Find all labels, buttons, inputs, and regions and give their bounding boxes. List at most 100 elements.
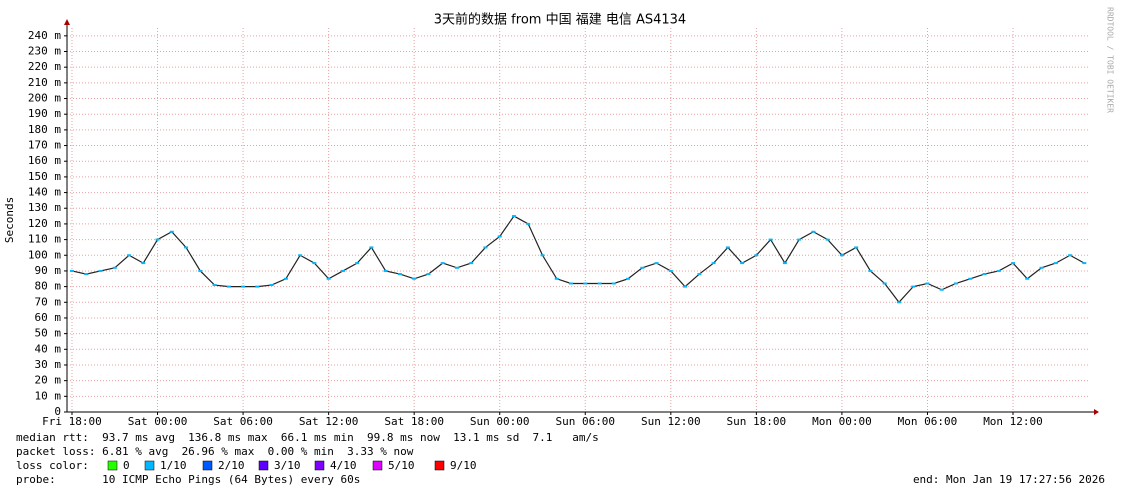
rtt-marker xyxy=(896,301,901,304)
rtt-marker xyxy=(953,282,958,285)
rtt-marker xyxy=(597,282,602,285)
chart-title: 3天前的数据 from 中国 福建 电信 AS4134 xyxy=(434,12,686,28)
y-tick-label: 110 m xyxy=(28,233,61,246)
y-tick-label: 70 m xyxy=(35,295,62,308)
rtt-marker xyxy=(511,215,516,218)
rtt-marker xyxy=(269,284,274,287)
rtt-marker xyxy=(1039,266,1044,269)
rtt-marker xyxy=(668,269,673,272)
side-note: RRDTOOL / TOBI OETIKER xyxy=(1106,7,1115,113)
rtt-marker xyxy=(469,262,474,265)
y-tick-label: 30 m xyxy=(35,358,62,371)
rtt-marker xyxy=(426,273,431,276)
rtt-marker xyxy=(626,277,631,280)
rtt-marker xyxy=(155,238,160,241)
x-axis-arrow xyxy=(1094,409,1099,415)
x-tick-label: Sun 18:00 xyxy=(727,415,787,428)
rtt-marker xyxy=(982,273,987,276)
y-tick-label: 160 m xyxy=(28,154,61,167)
rtt-line xyxy=(71,215,1085,304)
footer: median rtt: 93.7 ms avg 136.8 ms max 66.… xyxy=(16,431,1105,486)
rtt-marker xyxy=(1011,262,1016,265)
rtt-marker xyxy=(184,246,189,249)
rtt-marker xyxy=(782,262,787,265)
rtt-marker xyxy=(754,254,759,257)
legend-label: 4/10 xyxy=(330,459,357,472)
rtt-marker xyxy=(740,262,745,265)
x-tick-label: Sun 00:00 xyxy=(470,415,530,428)
y-tick-label: 90 m xyxy=(35,264,62,277)
rtt-marker xyxy=(882,282,887,285)
legend-swatch xyxy=(434,460,445,471)
rtt-marker xyxy=(1025,277,1030,280)
y-tick-label: 40 m xyxy=(35,342,62,355)
y-axis-arrow xyxy=(64,19,70,25)
x-tick-label: Mon 00:00 xyxy=(812,415,872,428)
rtt-marker xyxy=(697,273,702,276)
x-tick-label: Sat 00:00 xyxy=(128,415,188,428)
x-tick-label: Fri 18:00 xyxy=(42,415,102,428)
rtt-marker xyxy=(854,246,859,249)
rtt-marker xyxy=(312,262,317,265)
rtt-marker xyxy=(326,277,331,280)
rtt-marker xyxy=(725,246,730,249)
rtt-marker xyxy=(968,277,973,280)
y-tick-label: 130 m xyxy=(28,201,61,214)
rtt-marker xyxy=(84,273,89,276)
legend-label: 0 xyxy=(123,459,130,472)
legend-swatch xyxy=(107,460,118,471)
legend-swatch xyxy=(314,460,325,471)
rtt-marker xyxy=(98,269,103,272)
legend-swatch xyxy=(144,460,155,471)
rtt-marker xyxy=(69,269,74,272)
rtt-marker xyxy=(212,284,217,287)
rtt-marker xyxy=(454,266,459,269)
rtt-marker xyxy=(996,269,1001,272)
y-tick-label: 180 m xyxy=(28,123,61,136)
rtt-marker xyxy=(640,266,645,269)
rtt-marker xyxy=(141,262,146,265)
rtt-marker xyxy=(412,277,417,280)
y-tick-label: 200 m xyxy=(28,92,61,105)
legend-label: 3/10 xyxy=(274,459,301,472)
rtt-marker xyxy=(298,254,303,257)
y-tick-label: 120 m xyxy=(28,217,61,230)
rtt-marker xyxy=(483,246,488,249)
rtt-marker xyxy=(583,282,588,285)
y-tick-label: 190 m xyxy=(28,107,61,120)
y-tick-label: 20 m xyxy=(35,374,62,387)
rtt-marker xyxy=(540,254,545,257)
plot xyxy=(69,215,1087,304)
rtt-marker xyxy=(440,262,445,265)
x-tick-label: Sat 06:00 xyxy=(213,415,273,428)
rtt-marker xyxy=(1082,262,1087,265)
y-tick-label: 50 m xyxy=(35,327,62,340)
end-time: end: Mon Jan 19 17:27:56 2026 xyxy=(913,473,1105,486)
x-tick-label: Sun 12:00 xyxy=(641,415,701,428)
rtt-marker xyxy=(683,285,688,288)
y-tick-label: 170 m xyxy=(28,139,61,152)
y-axis-label: Seconds xyxy=(3,197,16,243)
rtt-marker xyxy=(112,266,117,269)
x-tick-label: Sat 12:00 xyxy=(299,415,359,428)
rtt-marker xyxy=(711,262,716,265)
rtt-marker xyxy=(811,230,816,233)
rtt-marker xyxy=(1053,262,1058,265)
legend-label: 5/10 xyxy=(388,459,415,472)
rtt-stats: median rtt: 93.7 ms avg 136.8 ms max 66.… xyxy=(16,431,599,444)
y-tick-label: 150 m xyxy=(28,170,61,183)
rtt-marker xyxy=(383,269,388,272)
y-tick-label: 230 m xyxy=(28,45,61,58)
rtt-marker xyxy=(283,277,288,280)
rtt-marker xyxy=(397,273,402,276)
rtt-marker xyxy=(226,285,231,288)
rtt-marker xyxy=(797,238,802,241)
rtt-marker xyxy=(340,269,345,272)
rtt-marker xyxy=(839,254,844,257)
rtt-marker xyxy=(198,269,203,272)
x-tick-label: Mon 12:00 xyxy=(983,415,1043,428)
grid: 0 10 m 20 m 30 m 40 m 50 m 60 m 70 m 80 m 90 m 100… xyxy=(28,28,1090,428)
rtt-marker xyxy=(569,282,574,285)
probe-info: probe: 10 ICMP Echo Pings (64 Bytes) eve… xyxy=(16,473,360,486)
